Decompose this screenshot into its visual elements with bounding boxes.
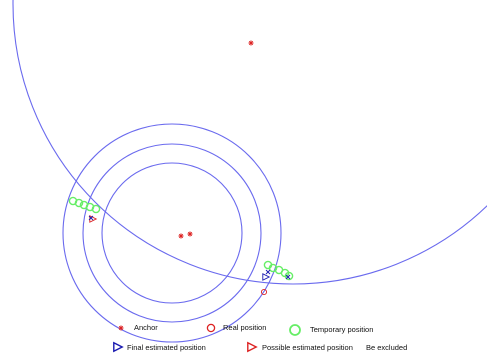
legend-label-2: Real position xyxy=(223,323,266,332)
range-circle-4 xyxy=(12,0,487,285)
range-circle-1 xyxy=(62,123,282,343)
final-estimated-position-1 xyxy=(262,273,271,281)
legend-marker-2 xyxy=(206,323,216,333)
anchor-point-2 xyxy=(187,231,193,237)
temporary-position-10 xyxy=(284,271,294,281)
excluded-position-2 xyxy=(265,269,271,275)
excluded-position-1 xyxy=(88,215,94,221)
position-markers xyxy=(68,40,294,296)
temporary-position-5 xyxy=(91,204,101,214)
anchor-point-1 xyxy=(178,233,184,239)
real-position-1 xyxy=(260,288,268,296)
legend: Anchor Real position Temporary position Fin… xyxy=(113,323,407,353)
anchor-point-3 xyxy=(248,40,254,46)
legend-label-3: Temporary position xyxy=(310,325,373,334)
possible-estimated-position-1 xyxy=(89,215,98,223)
excluded-position-3 xyxy=(285,274,291,280)
legend-label-4: Final estimated position xyxy=(127,343,206,352)
legend-item-3: Temporary position xyxy=(289,324,373,336)
range-circle-3 xyxy=(101,162,243,304)
range-circle-2 xyxy=(82,143,262,323)
legend-item-6: Be excluded xyxy=(366,343,407,352)
temporary-position-2 xyxy=(74,198,84,208)
legend-marker-5 xyxy=(247,341,258,353)
legend-item-5: Possible estimated position xyxy=(247,341,353,353)
range-circles xyxy=(12,0,487,343)
legend-label-1: Anchor xyxy=(134,323,158,332)
legend-marker-1 xyxy=(118,325,124,331)
legend-item-2: Real position xyxy=(206,323,266,333)
legend-item-4: Final estimated position xyxy=(113,341,206,353)
legend-item-1: Anchor xyxy=(118,323,158,332)
legend-label-5: Possible estimated position xyxy=(262,343,353,352)
legend-marker-3 xyxy=(289,324,301,336)
legend-marker-4 xyxy=(113,341,124,353)
legend-label-6: Be excluded xyxy=(366,343,407,352)
